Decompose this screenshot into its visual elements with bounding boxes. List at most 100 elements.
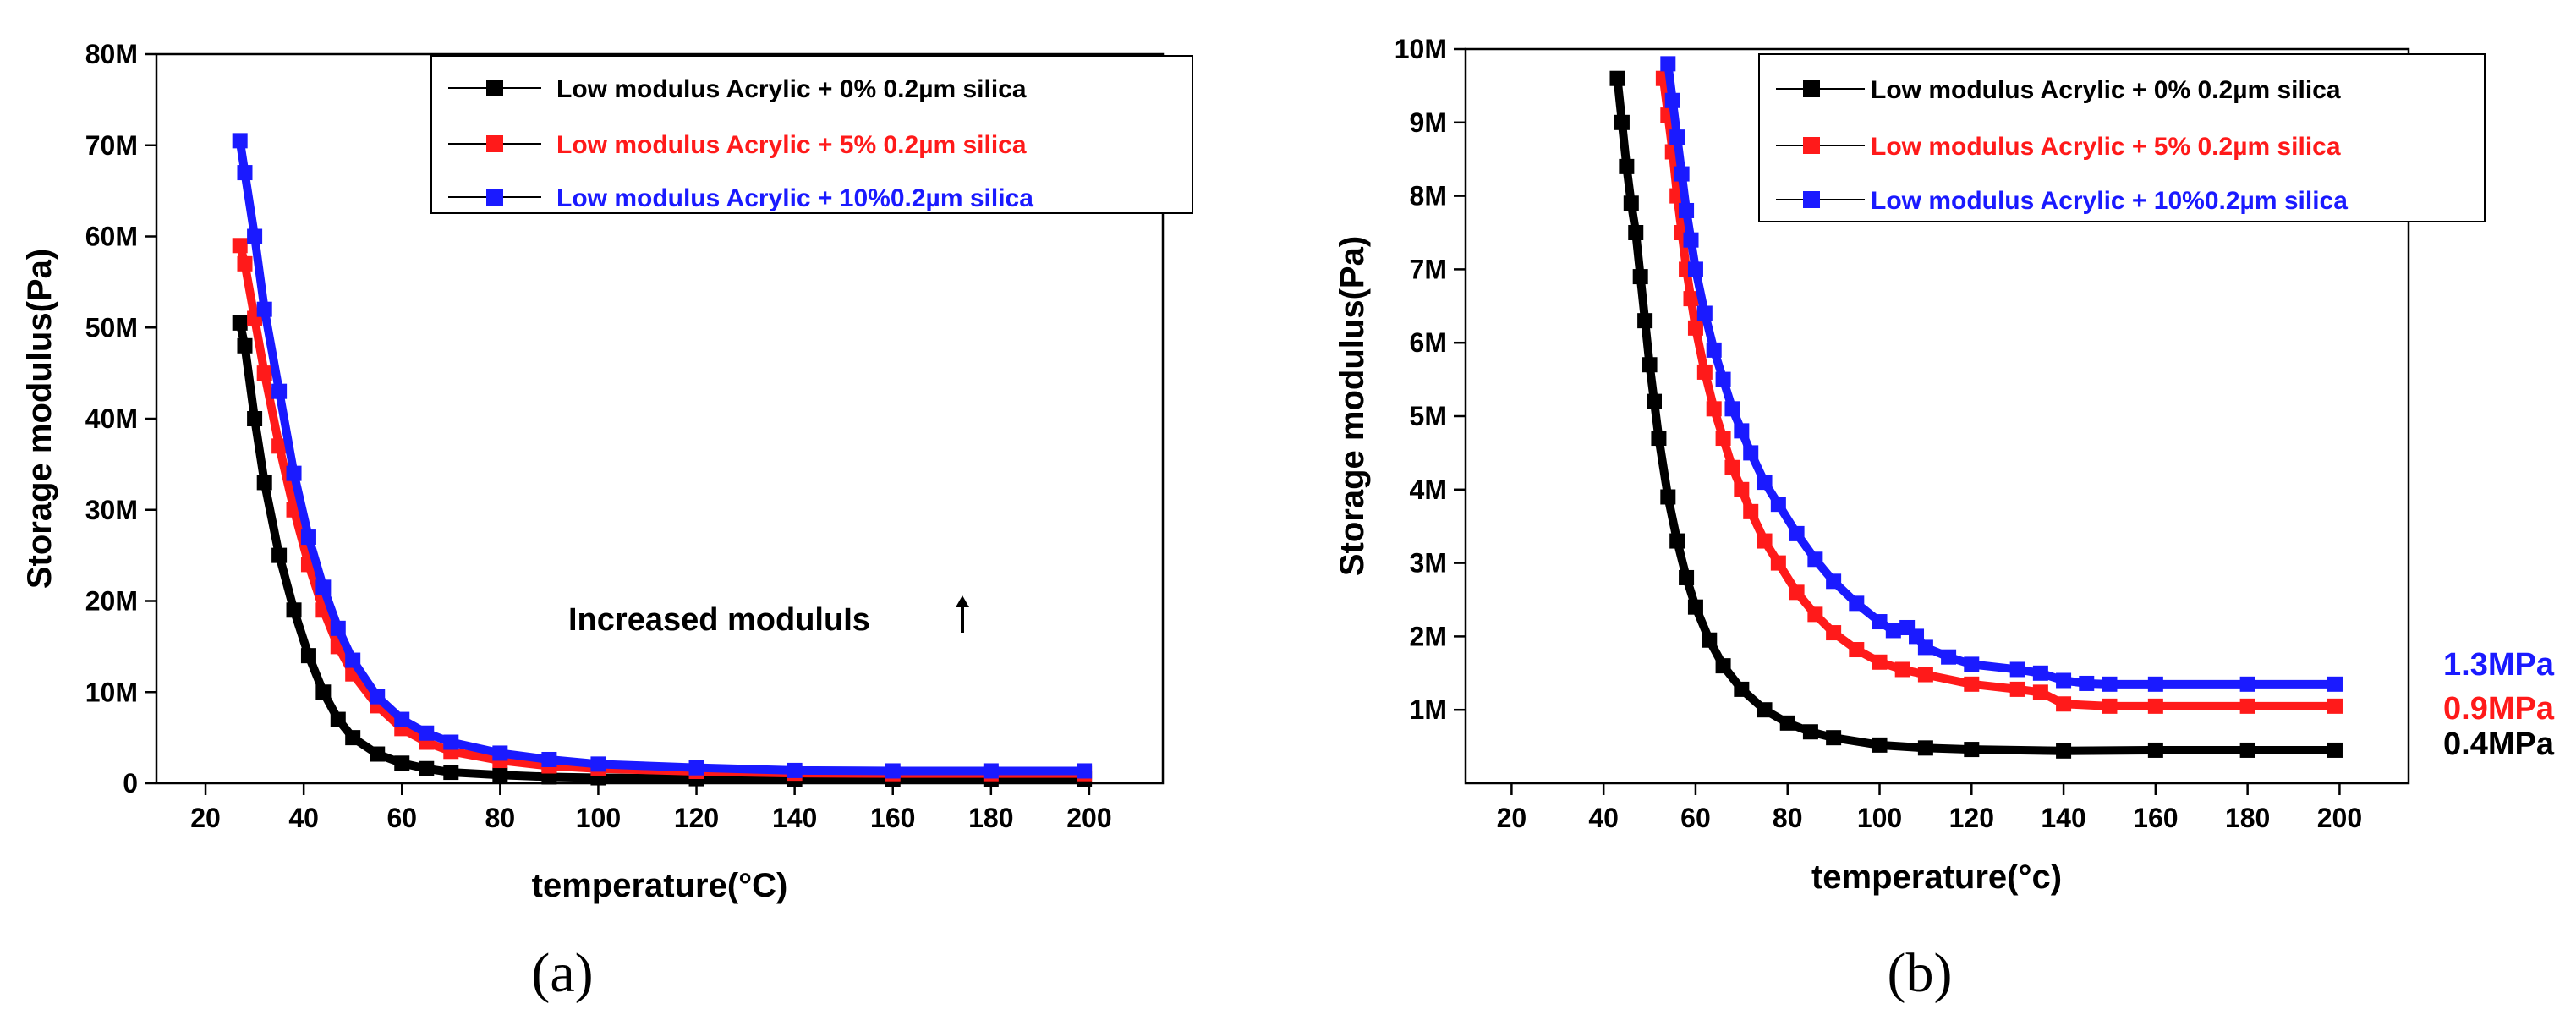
data-point <box>2239 698 2255 714</box>
x-tick-label: 200 <box>2317 803 2362 833</box>
legend-label: Low modulus Acrylic + 0% 0.2µm silica <box>556 75 1027 103</box>
data-point <box>1623 195 1639 211</box>
data-point <box>370 746 386 762</box>
legend-marker <box>486 189 503 206</box>
data-point <box>1964 656 1980 672</box>
data-point <box>1715 658 1731 674</box>
legend-b: Low modulus Acrylic + 0% 0.2µm silica Lo… <box>1758 53 2486 222</box>
data-point <box>256 301 272 317</box>
data-point <box>232 315 248 331</box>
y-tick-label: 40M <box>85 403 138 434</box>
data-point <box>1872 737 1888 753</box>
data-point <box>1770 497 1786 513</box>
data-point <box>1894 661 1910 678</box>
data-point <box>1683 232 1699 248</box>
data-point <box>232 133 248 149</box>
data-point <box>1669 129 1685 145</box>
data-point <box>1941 649 1957 665</box>
data-point <box>2032 665 2048 681</box>
data-point <box>370 689 386 705</box>
data-point <box>2327 698 2343 714</box>
data-point <box>2327 676 2343 692</box>
data-point <box>394 711 410 727</box>
chart-panel-b: 20 40 60 80 100 120 140 160 180 200 1M 2M 3M 4M 5M 6M 7… <box>1334 34 2555 1004</box>
data-point <box>1628 225 1644 240</box>
data-point <box>885 763 901 779</box>
series-line <box>235 244 1085 778</box>
x-tick-label: 20 <box>1497 803 1527 833</box>
data-point <box>286 602 302 618</box>
annotation-0-4mpa: 0.4MPa <box>2443 727 2555 762</box>
data-point <box>1826 625 1842 641</box>
legend-marker <box>486 135 503 152</box>
data-point <box>2056 743 2072 759</box>
x-tick-label: 80 <box>485 803 516 833</box>
y-tick-label: 4M <box>1410 475 1447 505</box>
data-point <box>1757 475 1773 491</box>
data-point <box>2147 676 2163 692</box>
data-point <box>2102 698 2118 714</box>
data-point <box>1734 681 1750 697</box>
x-tick-label: 120 <box>1949 803 1994 833</box>
data-point <box>345 730 361 746</box>
data-point <box>1632 269 1648 285</box>
data-point <box>315 684 332 700</box>
data-point <box>237 165 253 181</box>
data-point <box>443 734 459 750</box>
x-tick-label: 60 <box>386 803 417 833</box>
data-point <box>300 648 316 664</box>
data-series-b <box>1609 56 2343 759</box>
data-point <box>1679 569 1695 585</box>
annotation-0-9mpa: 0.9MPa <box>2443 691 2555 727</box>
y-tick-label: 10M <box>85 677 138 707</box>
data-point <box>688 760 704 776</box>
data-point <box>1687 320 1703 336</box>
annotation-text: Increased moduluIs <box>568 602 870 638</box>
data-point <box>1849 595 1865 612</box>
x-tick-label: 80 <box>1773 803 1803 833</box>
data-point <box>1674 166 1690 182</box>
data-point <box>1683 291 1699 307</box>
y-tick-label: 8M <box>1410 181 1447 211</box>
data-point <box>1664 92 1680 108</box>
data-point <box>2239 676 2255 692</box>
data-point <box>419 725 435 741</box>
data-point <box>1077 763 1093 779</box>
data-point <box>1637 313 1653 329</box>
chart-panel-a: 20 40 60 80 100 120 140 160 180 200 0 10M 20M 30M 40M… <box>21 39 1193 1004</box>
data-point <box>271 383 288 399</box>
data-point <box>1724 459 1740 475</box>
y-tick-label: 0 <box>123 768 138 798</box>
data-point <box>247 228 263 244</box>
data-point <box>419 760 435 776</box>
x-tick-label: 140 <box>2041 803 2085 833</box>
x-tick-label: 180 <box>968 803 1013 833</box>
data-point <box>1734 423 1750 439</box>
data-point <box>1826 573 1842 590</box>
data-point <box>1619 158 1635 174</box>
data-point <box>1757 533 1773 549</box>
x-tick-label: 40 <box>288 803 319 833</box>
legend-marker <box>1803 191 1820 208</box>
y-tick-label: 5M <box>1410 401 1447 431</box>
data-point <box>247 411 263 426</box>
x-tick-label: 100 <box>576 803 621 833</box>
annotation-increased-modulus: Increased moduluIs <box>568 595 969 638</box>
y-tick-label: 10M <box>1395 34 1447 64</box>
data-point <box>1770 555 1786 571</box>
data-point <box>286 465 302 481</box>
data-point <box>1687 261 1703 277</box>
legend-marker <box>486 80 503 96</box>
data-point <box>394 755 410 771</box>
up-arrow-icon <box>956 595 969 633</box>
data-point <box>590 756 606 772</box>
data-point <box>1647 393 1662 409</box>
x-tick-label: 120 <box>674 803 719 833</box>
y-axis-ticks-a: 0 10M 20M 30M 40M 50M 60M 70M 80M <box>85 39 156 798</box>
y-tick-label: 7M <box>1410 254 1447 284</box>
data-point <box>2032 684 2048 700</box>
data-point <box>2147 698 2163 714</box>
legend-entry: Low modulus Acrylic + 0% 0.2µm silica <box>448 75 1027 103</box>
x-tick-label: 60 <box>1680 803 1711 833</box>
